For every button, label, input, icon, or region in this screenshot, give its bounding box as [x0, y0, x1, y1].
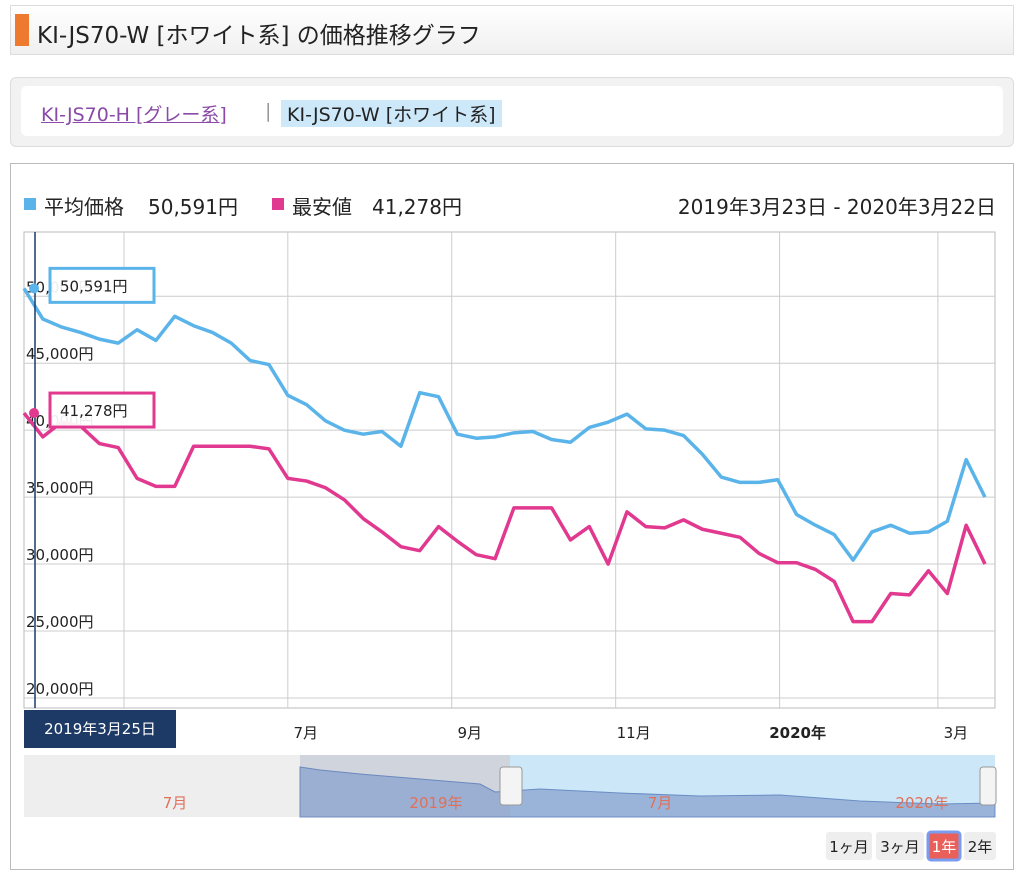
y-tick-label: 35,000円 — [26, 479, 94, 497]
range-button-label: 1ヶ月 — [829, 838, 869, 856]
tooltip-label: 41,278円 — [60, 402, 128, 420]
navigator-label: 2019年 — [409, 794, 462, 812]
range-button[interactable] — [876, 832, 924, 860]
cursor-date-box — [24, 710, 176, 748]
range-button[interactable] — [964, 832, 996, 860]
tab-current: KI-JS70-W [ホワイト系] — [281, 100, 502, 127]
chart-container — [10, 163, 1014, 870]
header: KI-JS70-W [ホワイト系] の価格推移グラフ — [10, 5, 1014, 55]
legend-name: 平均価格 — [44, 195, 124, 219]
y-tick-label: 25,000円 — [26, 613, 94, 631]
tooltip — [48, 266, 156, 304]
tooltip — [48, 391, 156, 429]
navigator-series — [299, 766, 996, 818]
series-line — [22, 287, 987, 562]
range-button-label: 3ヶ月 — [880, 838, 920, 856]
accent — [15, 14, 29, 46]
navigator-label: 2020年 — [895, 794, 948, 812]
x-tick-label: 3月 — [944, 724, 969, 742]
y-tick-label: 30,000円 — [26, 546, 94, 564]
legend-value: 41,278円 — [372, 195, 462, 219]
legend-value: 50,591円 — [148, 195, 238, 219]
y-tick-label: 20,000円 — [26, 680, 94, 698]
point-marker — [29, 283, 39, 294]
separator: | — [265, 100, 272, 122]
cursor-date: 2019年3月25日 — [44, 720, 156, 738]
tabs: KI-JS70-H [グレー系] | KI-JS70-W [ホワイト系] — [10, 77, 1014, 147]
range-button[interactable] — [826, 832, 872, 860]
y-tick-label: 45,000円 — [26, 345, 94, 363]
tab-bar: KI-JS70-H [グレー系] | KI-JS70-W [ホワイト系] — [21, 86, 1003, 136]
date-range: 2019年3月23日 - 2020年3月22日 — [678, 195, 996, 219]
range-button[interactable] — [926, 830, 962, 862]
navigator-handle[interactable] — [499, 766, 523, 806]
plot-frame — [23, 231, 996, 709]
x-tick-label: 11月 — [617, 724, 651, 742]
x-tick-label: 7月 — [294, 724, 319, 742]
x-tick-label: 9月 — [457, 724, 482, 742]
navigator-handle[interactable] — [979, 766, 997, 806]
navigator-label: 7月 — [648, 794, 673, 812]
legend-name: 最安値 — [292, 195, 352, 219]
title: KI-JS70-W [ホワイト系] の価格推移グラフ — [37, 23, 481, 49]
tooltip-label: 50,591円 — [60, 277, 128, 295]
legend-swatch — [272, 198, 284, 210]
navigator-label: 7月 — [163, 794, 188, 812]
tab-link[interactable]: KI-JS70-H [グレー系] — [41, 104, 227, 126]
legend-swatch — [24, 198, 36, 210]
series-line — [22, 411, 987, 624]
range-button-label: 2年 — [968, 838, 993, 856]
point-marker — [29, 408, 39, 419]
x-tick-label: 2020年 — [769, 724, 826, 742]
range-button-label: 1年 — [932, 838, 957, 856]
